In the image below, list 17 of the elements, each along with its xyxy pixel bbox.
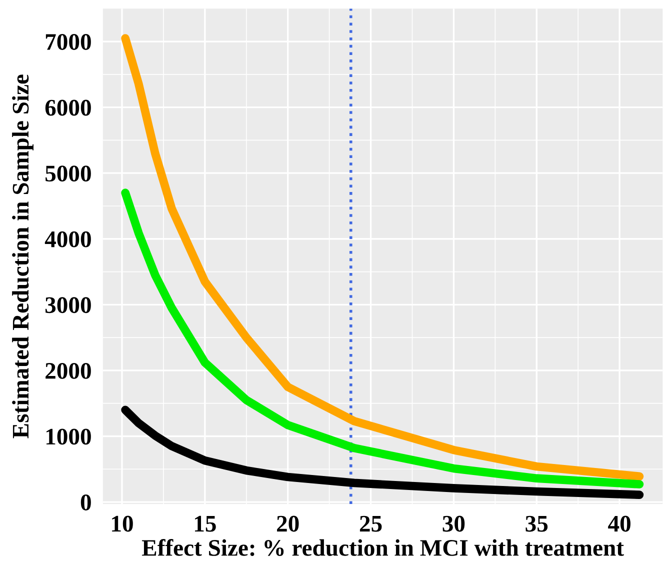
y-tick-label: 3000 bbox=[45, 297, 91, 314]
x-tick-label: 30 bbox=[442, 516, 465, 532]
y-tick-label: 1000 bbox=[46, 428, 91, 445]
y-axis-title: Estimated Reduction in Sample Size bbox=[12, 74, 34, 438]
x-tick-label: 20 bbox=[277, 516, 299, 532]
x-tick-label: 25 bbox=[360, 516, 382, 532]
x-tick-label: 10 bbox=[112, 516, 133, 532]
x-tick-label: 15 bbox=[195, 516, 216, 532]
y-tick-label: 6000 bbox=[45, 100, 91, 116]
y-tick-label: 0 bbox=[80, 494, 91, 510]
y-tick-label: 7000 bbox=[46, 34, 91, 50]
x-tick-label: 35 bbox=[526, 516, 548, 532]
y-tick-label: 2000 bbox=[46, 362, 91, 379]
x-tick-label: 40 bbox=[608, 516, 630, 532]
x-axis-title: Effect Size: % reduction in MCI with treatment bbox=[142, 539, 624, 556]
y-tick-label: 4000 bbox=[44, 231, 91, 248]
y-tick-label: 5000 bbox=[46, 166, 91, 182]
